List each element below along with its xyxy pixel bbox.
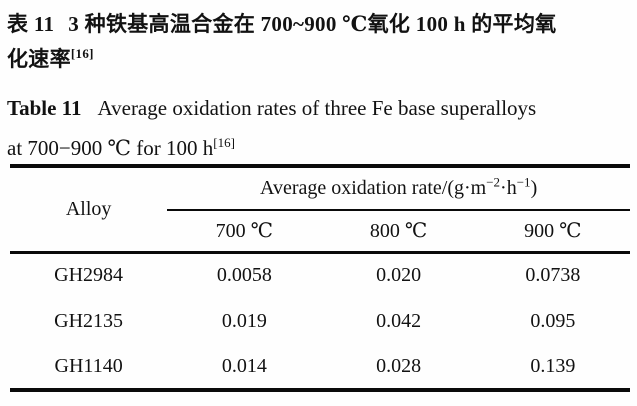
table-row: GH2984 0.0058 0.020 0.0738 (10, 252, 630, 298)
column-header-900c: 900 ℃ (475, 210, 630, 254)
alloy-name-cell: GH2984 (54, 264, 124, 287)
rate-cell: 0.020 (376, 264, 422, 287)
rate-cell: 0.028 (376, 354, 422, 377)
table-body: GH2984 0.0058 0.020 0.0738 GH2135 0.019 … (10, 252, 630, 390)
rate-cell: 0.0738 (525, 264, 581, 287)
table-caption-en-text-line1: Average oxidation rates of three Fe base… (97, 96, 537, 120)
oxidation-rate-table: Alloy Average oxidation rate/(g·m−2·h−1)… (10, 164, 630, 392)
table-caption-chinese: 表 11 3 种铁基高温合金在 700~900 ℃氧化 100 h 的平均氧 化速… (7, 7, 631, 77)
table-caption-cn-text-line2: 化速率 (7, 47, 71, 71)
rate-cell: 0.139 (530, 354, 576, 377)
table-header-row-temps: 700 ℃ 800 ℃ 900 ℃ (10, 210, 630, 254)
unit-mid: ·h (500, 177, 517, 199)
table-caption-en-label: Table 11 (7, 96, 82, 120)
rate-cell: 0.042 (376, 309, 422, 332)
alloy-name-cell: GH2135 (54, 309, 124, 332)
column-header-unit: Average oxidation rate/(g·m−2·h−1) (167, 166, 630, 211)
column-header-alloy: Alloy (10, 166, 168, 254)
unit-superscript-2: −1 (516, 174, 531, 190)
table-caption-cn-text-line1: 3 种铁基高温合金在 700~900 ℃氧化 100 h 的平均氧 (68, 12, 557, 36)
table-header-row-spanner: Alloy Average oxidation rate/(g·m−2·h−1) (10, 166, 630, 254)
unit-prefix: Average oxidation rate/(g·m (260, 177, 487, 199)
unit-superscript-1: −2 (486, 174, 501, 190)
rate-cell: 0.0058 (216, 264, 272, 287)
rate-cell: 0.095 (530, 309, 576, 332)
table-caption-english: Table 11 Average oxidation rates of three… (7, 88, 631, 168)
table-header: Alloy Average oxidation rate/(g·m−2·h−1)… (10, 166, 630, 254)
rate-cell: 0.014 (221, 354, 267, 377)
citation-ref-en: [16] (213, 135, 235, 150)
column-header-700c: 700 ℃ (167, 210, 322, 254)
table-row: GH1140 0.014 0.028 0.139 (10, 344, 630, 390)
table-caption-en-text-line2: at 700−900 ℃ for 100 h (7, 136, 214, 160)
alloy-name-cell: GH1140 (54, 354, 123, 377)
citation-ref-cn: [16] (70, 46, 94, 61)
table-caption-cn-label: 表 11 (7, 12, 55, 36)
unit-close: ) (530, 177, 538, 199)
table-row: GH2135 0.019 0.042 0.095 (10, 298, 630, 344)
data-table: Alloy Average oxidation rate/(g·m−2·h−1)… (10, 164, 630, 392)
column-header-800c: 800 ℃ (321, 210, 476, 254)
rate-cell: 0.019 (221, 309, 267, 332)
